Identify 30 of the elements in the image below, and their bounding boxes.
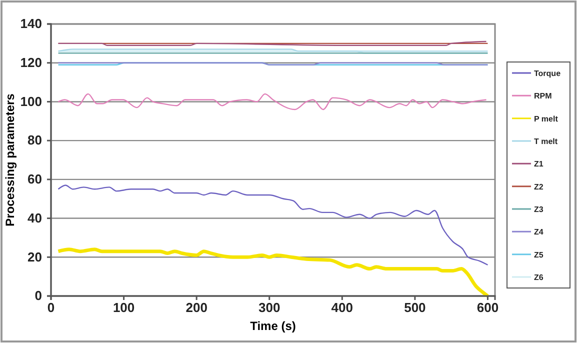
legend-label: Torque — [534, 69, 562, 78]
x-axis-title: Time (s) — [250, 319, 296, 333]
legend-label: Z4 — [534, 228, 544, 237]
x-tick-label: 500 — [404, 300, 426, 316]
y-tick-label: 80 — [28, 132, 42, 148]
x-tick-label: 400 — [331, 300, 353, 316]
y-tick-label: 20 — [28, 249, 42, 264]
y-tick-label: 120 — [20, 55, 42, 70]
y-tick-label: 140 — [20, 16, 42, 32]
x-tick-label: 300 — [258, 300, 280, 316]
legend-label: T melt — [534, 137, 558, 146]
line-series — [58, 93, 487, 110]
line-series — [58, 184, 488, 266]
legend-label: Z6 — [534, 273, 544, 282]
legend-label: Z2 — [534, 182, 544, 192]
legend-label: Z3 — [534, 205, 544, 214]
y-tick-label: 60 — [28, 172, 42, 187]
y-tick-label: 0 — [34, 288, 42, 304]
legend-label: RPM — [534, 92, 552, 101]
legend-label: Z5 — [534, 250, 544, 260]
y-tick-label: 40 — [28, 210, 42, 226]
y-tick-label: 100 — [20, 94, 42, 109]
x-tick-label: 0 — [47, 300, 55, 316]
x-tick-label: 600 — [476, 300, 499, 316]
line-series — [56, 248, 490, 298]
x-tick-label: 200 — [186, 300, 208, 316]
legend-label: Z1 — [534, 160, 544, 169]
x-tick-label: 100 — [112, 300, 135, 316]
legend-label: P melt — [534, 114, 558, 124]
y-axis-title: Processing parameters — [3, 93, 17, 226]
